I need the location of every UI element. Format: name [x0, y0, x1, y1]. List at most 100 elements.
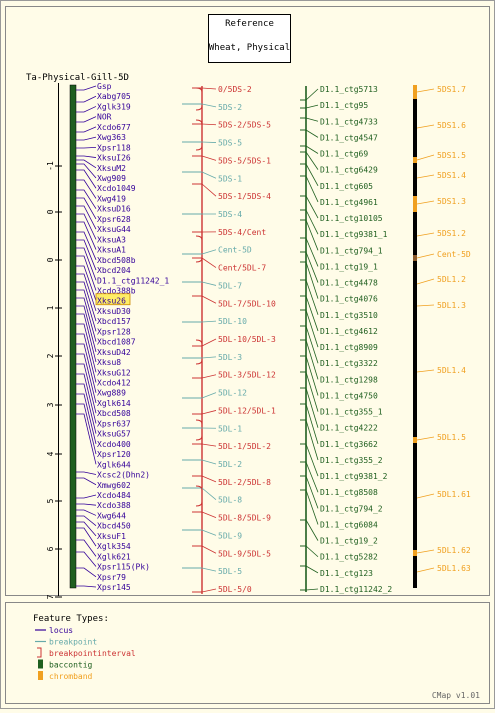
contig-label[interactable]: D1.1_ctg4547: [320, 133, 378, 142]
chromband-label[interactable]: 5DS1.7: [437, 85, 466, 94]
reference-box[interactable]: Reference Wheat, Physical: [209, 15, 291, 63]
locus-label[interactable]: Xbcd450: [97, 522, 131, 531]
locus-label[interactable]: Xpsr120: [97, 450, 131, 459]
contig-label[interactable]: D1.1_ctg1298: [320, 375, 378, 384]
contig-label[interactable]: D1.1_ctg9381_1: [320, 230, 388, 239]
locus-label[interactable]: XksuF1: [97, 532, 126, 541]
segment-label[interactable]: 5DL-10/5DL-3: [218, 335, 276, 344]
chromband-label[interactable]: 5DL1.62: [437, 546, 471, 555]
locus-label[interactable]: Xcdo1049: [97, 184, 136, 193]
segment-label[interactable]: 5DL-5/0: [218, 585, 252, 594]
segment-label[interactable]: 5DL-12: [218, 389, 247, 398]
locus-label[interactable]: Xwg419: [97, 194, 126, 203]
locus-label[interactable]: Xpsr145: [97, 583, 131, 592]
locus-label[interactable]: Xmwg602: [97, 481, 131, 490]
contig-label[interactable]: D1.1_ctg6429: [320, 166, 378, 175]
locus-label[interactable]: Xpsr115(Pk): [97, 563, 150, 572]
locus-label[interactable]: Xpsr128: [97, 327, 131, 336]
locus-label[interactable]: Xksu26: [97, 297, 126, 306]
chromband-label[interactable]: Cent-5D: [437, 250, 471, 259]
segment-label[interactable]: 5DL-7: [218, 281, 242, 290]
segment-label[interactable]: 5DL-2/5DL-8: [218, 478, 271, 487]
locus-label[interactable]: Xglk319: [97, 102, 131, 111]
locus-label[interactable]: Xcdo388: [97, 501, 131, 510]
segment-label[interactable]: 5DS-5: [218, 139, 242, 148]
locus-label[interactable]: Xpsr118: [97, 143, 131, 152]
locus-map-bar[interactable]: [70, 85, 76, 588]
contig-label[interactable]: D1.1_ctg19_1: [320, 262, 378, 271]
locus-label[interactable]: Xcdo400: [97, 440, 131, 449]
segment-label[interactable]: 5DL-1/5DL-2: [218, 442, 271, 451]
contig-label[interactable]: D1.1_ctg355_1: [320, 408, 383, 417]
segment-label[interactable]: 5DS-4: [218, 210, 242, 219]
locus-label[interactable]: Xcdo677: [97, 123, 131, 132]
chromband-label[interactable]: 5DS1.5: [437, 151, 466, 160]
chromband-label[interactable]: 5DS1.2: [437, 229, 466, 238]
segment-label[interactable]: 5DL-5: [218, 567, 242, 576]
locus-label[interactable]: Xpsr628: [97, 215, 131, 224]
chromband-label[interactable]: 5DL1.61: [437, 490, 471, 499]
locus-label[interactable]: XksuD30: [97, 307, 131, 316]
locus-label[interactable]: XksuM2: [97, 164, 126, 173]
locus-label[interactable]: Xwg909: [97, 174, 126, 183]
segment-label[interactable]: 5DL-12/5DL-1: [218, 406, 276, 415]
contig-label[interactable]: D1.1_ctg4478: [320, 279, 378, 288]
chromband-label[interactable]: 5DL1.2: [437, 275, 466, 284]
contig-label[interactable]: D1.1_ctg6084: [320, 520, 378, 529]
contig-label[interactable]: D1.1_ctg19_2: [320, 537, 378, 546]
locus-label[interactable]: XksuG44: [97, 225, 131, 234]
segment-label[interactable]: 5DS-2: [218, 103, 242, 112]
chromband-label[interactable]: 5DL1.3: [437, 301, 466, 310]
locus-label[interactable]: XksuG12: [97, 368, 131, 377]
contig-label[interactable]: D1.1_ctg3510: [320, 311, 378, 320]
locus-label[interactable]: Xpsr79: [97, 573, 126, 582]
locus-label[interactable]: XksuA3: [97, 235, 126, 244]
segment-label[interactable]: 5DS-5/5DS-1: [218, 156, 271, 165]
segment-label[interactable]: 5DL-2: [218, 460, 242, 469]
segment-label[interactable]: 5DL-7/5DL-10: [218, 299, 276, 308]
contig-label[interactable]: D1.1_ctg8909: [320, 343, 378, 352]
locus-label[interactable]: Xksu8: [97, 358, 121, 367]
locus-label[interactable]: Xglk354: [97, 542, 131, 551]
locus-label[interactable]: Xbcd157: [97, 317, 131, 326]
contig-label[interactable]: D1.1_ctg95: [320, 101, 368, 110]
segment-label[interactable]: Cent-5D: [218, 246, 252, 255]
locus-label[interactable]: Xglk621: [97, 552, 131, 561]
contig-label[interactable]: D1.1_ctg3322: [320, 359, 378, 368]
contig-label[interactable]: D1.1_ctg355_2: [320, 456, 383, 465]
locus-label[interactable]: Xcsc2(Dhn2): [97, 471, 150, 480]
locus-label[interactable]: Xbcd508b: [97, 256, 136, 265]
locus-label[interactable]: Xbcd204: [97, 266, 131, 275]
segment-label[interactable]: 5DL-9: [218, 531, 242, 540]
segment-label[interactable]: 5DL-9/5DL-5: [218, 549, 271, 558]
contig-label[interactable]: D1.1_ctg8508: [320, 488, 378, 497]
chromband-label[interactable]: 5DL1.5: [437, 433, 466, 442]
locus-label[interactable]: Xpsr637: [97, 419, 131, 428]
segment-label[interactable]: 5DL-8/5DL-9: [218, 514, 271, 523]
segment-label[interactable]: 5DS-1/5DS-4: [218, 192, 271, 201]
locus-label[interactable]: XksuD16: [97, 205, 131, 214]
locus-label[interactable]: Xglk644: [97, 460, 131, 469]
locus-label[interactable]: Xcdo412: [97, 379, 131, 388]
locus-label[interactable]: Xwg889: [97, 389, 126, 398]
segment-label[interactable]: Cent/5DL-7: [218, 264, 266, 273]
locus-label[interactable]: XksuA1: [97, 246, 126, 255]
contig-label[interactable]: D1.1_ctg794_1: [320, 246, 383, 255]
locus-label[interactable]: Xglk614: [97, 399, 131, 408]
locus-label[interactable]: Gsp: [97, 82, 112, 91]
segment-label[interactable]: 5DL-3: [218, 353, 242, 362]
locus-label[interactable]: Xbcd1087: [97, 338, 136, 347]
contig-label[interactable]: D1.1_ctg3662: [320, 440, 378, 449]
contig-label[interactable]: D1.1_ctg794_2: [320, 504, 383, 513]
locus-label[interactable]: Xcdo484: [97, 491, 131, 500]
locus-label[interactable]: Xabg705: [97, 92, 131, 101]
contig-label[interactable]: D1.1_ctg4750: [320, 391, 378, 400]
contig-label[interactable]: D1.1_ctg4076: [320, 295, 378, 304]
contig-label[interactable]: D1.1_ctg5282: [320, 553, 378, 562]
contig-label[interactable]: D1.1_ctg69: [320, 150, 368, 159]
contig-label[interactable]: D1.1_ctg123: [320, 569, 373, 578]
contig-label[interactable]: D1.1_ctg9381_2: [320, 472, 388, 481]
chromband-label[interactable]: 5DS1.4: [437, 171, 466, 180]
locus-label[interactable]: Xwg363: [97, 133, 126, 142]
locus-label[interactable]: XksuD42: [97, 348, 131, 357]
